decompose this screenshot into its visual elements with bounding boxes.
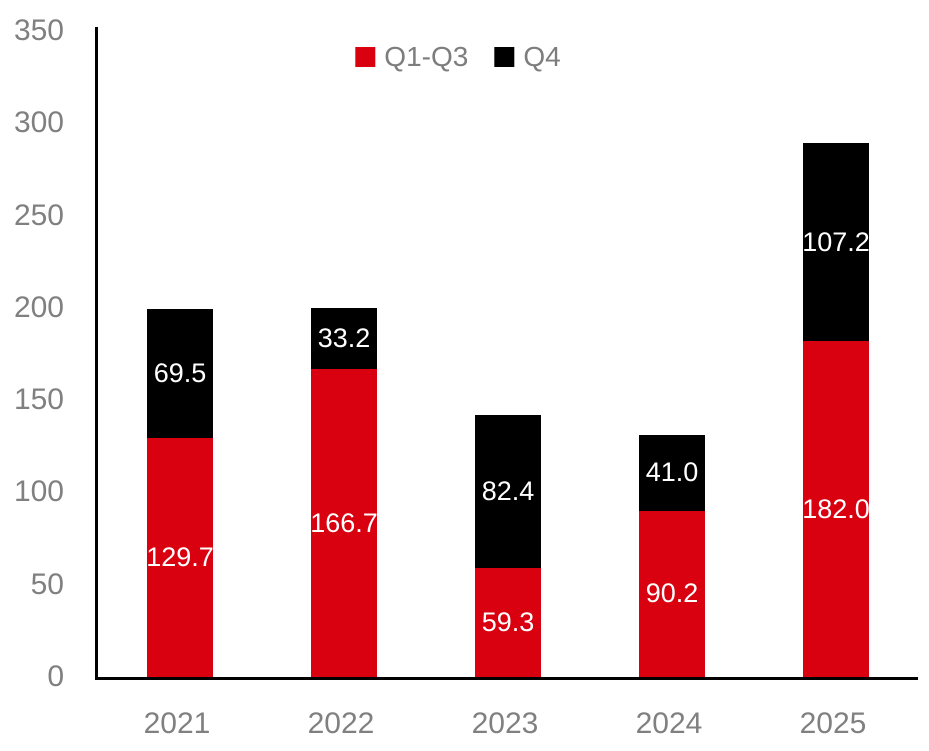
x-tick-label-2022: 2022 bbox=[307, 707, 375, 740]
legend-swatch-q4 bbox=[494, 47, 515, 67]
legend-item-q4: Q4 bbox=[494, 41, 561, 72]
bar-value-label: 182.0 bbox=[802, 493, 870, 524]
bar-segment-q4-2021: 69.5 bbox=[147, 309, 213, 438]
bar-value-label: 166.7 bbox=[310, 507, 378, 538]
y-tick-label-250: 250 bbox=[13, 198, 64, 232]
bar-segment-q1-q3-2024: 90.2 bbox=[639, 510, 705, 677]
bar-segment-q4-2024: 41.0 bbox=[639, 434, 705, 511]
y-tick-label-350: 350 bbox=[13, 14, 64, 47]
x-tick-label-2021: 2021 bbox=[143, 707, 211, 740]
y-tick-label-150: 150 bbox=[13, 383, 64, 417]
bar-value-label: 59.3 bbox=[481, 606, 535, 637]
bar-segment-q4-2025: 107.2 bbox=[802, 143, 870, 342]
bar-segment-q1-q3-2025: 182.0 bbox=[802, 341, 870, 677]
bar-segment-q4-2023: 82.4 bbox=[475, 415, 541, 568]
bar-segment-q1-q3-2022: 166.7 bbox=[310, 369, 378, 677]
bar-value-label: 82.4 bbox=[481, 476, 535, 507]
y-tick-label-0: 0 bbox=[47, 660, 64, 693]
x-tick-label-2024: 2024 bbox=[635, 707, 703, 740]
bar-segment-q1-q3-2021: 129.7 bbox=[146, 437, 214, 677]
legend-label-q4: Q4 bbox=[523, 41, 561, 72]
x-tick-label-2025: 2025 bbox=[799, 707, 867, 740]
y-tick-label-50: 50 bbox=[30, 567, 64, 601]
bar-segment-q4-2022: 33.2 bbox=[311, 308, 377, 370]
bar-value-label: 129.7 bbox=[146, 541, 214, 572]
bar-value-label: 107.2 bbox=[802, 226, 870, 257]
bar-segment-q1-q3-2023: 59.3 bbox=[475, 567, 541, 677]
legend-swatch-q1-q3 bbox=[355, 47, 376, 67]
y-tick-label-200: 200 bbox=[13, 290, 64, 324]
y-tick-label-300: 300 bbox=[13, 106, 64, 140]
x-tick-label-2023: 2023 bbox=[471, 707, 539, 740]
chart-legend: Q1-Q3 Q4 bbox=[355, 41, 561, 72]
bar-value-label: 33.2 bbox=[317, 323, 371, 354]
bar-value-label: 41.0 bbox=[645, 457, 699, 488]
plot-area: 129.7 69.5 166.7 33.2 59.3 82.4 90.2 41.0 182.0 1… bbox=[95, 27, 918, 680]
y-tick-label-100: 100 bbox=[13, 475, 64, 509]
bar-value-label: 90.2 bbox=[645, 578, 699, 609]
bar-value-label: 69.5 bbox=[153, 357, 207, 388]
legend-item-q1-q3: Q1-Q3 bbox=[355, 43, 468, 71]
legend-label-q1-q3: Q1-Q3 bbox=[384, 41, 469, 72]
